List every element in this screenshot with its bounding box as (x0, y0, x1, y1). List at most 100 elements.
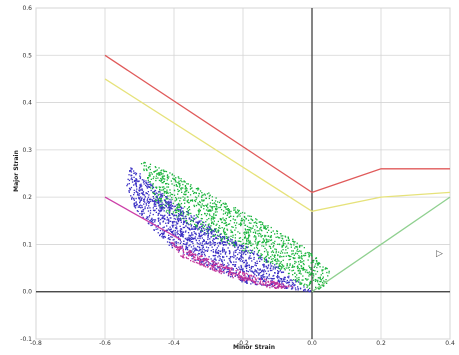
data-point (146, 217, 148, 219)
data-point (166, 209, 168, 211)
data-point (196, 225, 199, 227)
data-point (163, 207, 166, 209)
data-point (291, 253, 293, 255)
data-point (252, 252, 254, 254)
data-point (170, 202, 172, 204)
data-point (297, 267, 299, 270)
data-point (188, 227, 191, 229)
data-point (181, 255, 183, 258)
data-point (283, 285, 286, 287)
data-point (160, 177, 162, 180)
data-point (202, 245, 204, 247)
data-point (268, 277, 270, 280)
data-point (211, 207, 213, 209)
data-point (205, 204, 207, 206)
data-point (147, 179, 149, 181)
data-point (223, 268, 225, 270)
data-point (237, 269, 239, 271)
data-point (282, 243, 284, 245)
data-point (198, 212, 200, 214)
data-point (245, 265, 247, 267)
data-point (214, 203, 217, 205)
data-point (213, 238, 215, 240)
data-point (242, 253, 245, 255)
data-point (279, 233, 282, 235)
data-point (300, 257, 302, 259)
data-point (250, 244, 252, 247)
data-point (144, 206, 146, 208)
data-point (272, 284, 274, 286)
data-point (207, 249, 209, 251)
data-point (217, 245, 220, 247)
data-point (182, 252, 185, 254)
data-point (130, 169, 132, 171)
data-point (191, 237, 194, 239)
data-point (322, 281, 324, 284)
data-point (225, 203, 227, 205)
data-point (289, 264, 291, 266)
data-point (172, 242, 174, 244)
data-point (190, 234, 192, 237)
data-point (248, 240, 250, 242)
data-point (226, 205, 228, 207)
data-point (183, 243, 185, 245)
data-point (252, 266, 254, 268)
data-point (177, 236, 179, 238)
data-point (299, 272, 301, 274)
data-point (245, 260, 247, 262)
data-point (158, 174, 160, 176)
data-point (225, 224, 227, 227)
data-point (156, 201, 158, 203)
data-point (143, 165, 145, 167)
data-point (264, 226, 266, 228)
data-point (235, 210, 237, 213)
data-point (247, 243, 249, 245)
data-point (319, 280, 321, 283)
data-point (169, 205, 171, 207)
data-point (180, 209, 182, 211)
data-point (260, 229, 262, 231)
data-point (242, 277, 244, 279)
data-point (302, 290, 305, 292)
data-point (158, 209, 160, 212)
data-point (221, 227, 223, 229)
data-point (185, 230, 187, 232)
data-point (135, 172, 138, 175)
data-point (179, 217, 181, 219)
data-point (281, 237, 283, 239)
data-point (214, 257, 216, 259)
data-point (285, 249, 287, 251)
data-point (159, 191, 161, 193)
data-point (129, 170, 131, 172)
data-point (188, 213, 190, 215)
data-point (200, 227, 203, 230)
data-point (217, 201, 219, 203)
data-point (276, 283, 279, 285)
data-point (244, 274, 246, 276)
data-point (200, 220, 202, 222)
data-point (168, 237, 170, 239)
data-point (160, 180, 162, 182)
data-point (246, 273, 249, 275)
data-point (230, 271, 232, 274)
data-point (285, 246, 287, 248)
data-point (205, 249, 207, 252)
data-point (232, 268, 234, 270)
data-point (259, 283, 261, 285)
data-point (282, 284, 284, 286)
x-tick-label: 0.2 (376, 340, 386, 347)
data-point (276, 262, 278, 265)
data-point (192, 248, 194, 250)
data-point (219, 236, 222, 238)
data-point (175, 208, 177, 210)
data-point (241, 250, 243, 252)
data-point (254, 221, 257, 223)
data-point (163, 237, 165, 239)
data-point (215, 263, 217, 265)
data-point (166, 191, 168, 193)
data-point (292, 250, 294, 252)
data-point (157, 228, 159, 230)
data-point (190, 199, 193, 201)
data-point (258, 272, 260, 274)
data-point (241, 244, 243, 246)
